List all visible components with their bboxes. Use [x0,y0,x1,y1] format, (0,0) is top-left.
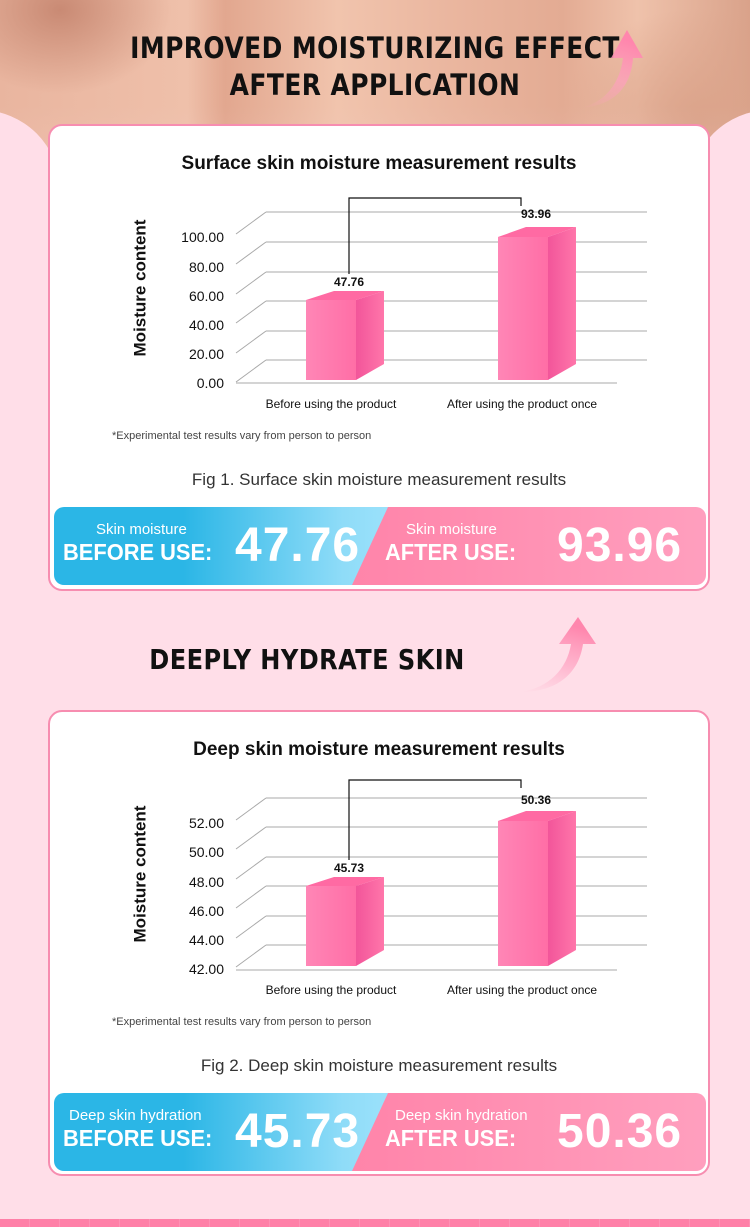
gridlines [235,211,647,384]
after-label-small: Skin moisture [406,521,497,538]
surface-moisture-chart: 0.00 20.00 40.00 60.00 80.00 100.00 47.7… [181,197,647,411]
deep-moisture-chart: 42.00 44.00 46.00 48.00 50.00 52.00 45.7… [189,779,647,997]
curved-up-arrow-icon [580,30,643,108]
surface-moisture-card: Surface skin moisture measurement result… [48,124,710,591]
y-tick: 50.00 [189,844,224,860]
y-tick: 44.00 [189,932,224,948]
before-value: 47.76 [235,519,361,572]
y-tick: 48.00 [189,874,224,890]
deep-moisture-card: Deep skin moisture measurement results M… [48,710,710,1176]
section1-headline-line2: AFTER APPLICATION [229,68,521,102]
disclaimer-note: *Experimental test results vary from per… [112,430,372,442]
value-label-before: 47.76 [334,275,364,289]
before-label: BEFORE USE: [63,1125,213,1151]
figure-caption: Fig 1. Surface skin moisture measurement… [191,470,567,489]
comparison-bracket [348,779,522,860]
y-tick: 100.00 [181,229,224,245]
y-tick: 80.00 [189,259,224,275]
bar-after [498,227,576,380]
chart-title: Deep skin moisture measurement results [193,739,565,760]
y-tick: 0.00 [197,375,224,391]
after-value: 93.96 [557,519,683,572]
x-category-label: After using the product once [447,397,597,411]
after-label: AFTER USE: [385,539,517,565]
curved-up-arrow-icon [520,617,596,692]
value-label-after: 50.36 [521,793,551,807]
after-value: 50.36 [557,1105,683,1158]
y-tick: 46.00 [189,903,224,919]
before-label-small: Deep skin hydration [69,1107,202,1124]
before-label-small: Skin moisture [96,521,187,538]
banner-before-panel [54,1093,394,1171]
after-label: AFTER USE: [385,1125,517,1151]
figure-caption: Fig 2. Deep skin moisture measurement re… [200,1056,558,1075]
before-value: 45.73 [235,1105,361,1158]
bar-before [306,291,384,380]
y-tick: 52.00 [189,815,224,831]
chart-title: Surface skin moisture measurement result… [181,153,577,174]
bottom-decorative-strip [0,1219,750,1227]
x-category-label: After using the product once [447,983,597,997]
x-category-label: Before using the product [266,397,397,411]
y-tick: 20.00 [189,346,224,362]
bar-after [498,811,576,966]
y-tick: 42.00 [189,961,224,977]
y-tick: 40.00 [189,317,224,333]
bar-before [306,877,384,966]
before-label: BEFORE USE: [63,539,213,565]
section1-headline-line1: IMPROVED MOISTURIZING EFFECT [130,31,620,65]
after-label-small: Deep skin hydration [395,1107,528,1124]
x-category-label: Before using the product [266,983,397,997]
value-label-after: 93.96 [521,207,551,221]
result-banner: Deep skin hydration BEFORE USE: 45.73 De… [54,1093,706,1171]
section1-headline: IMPROVED MOISTURIZING EFFECT AFTER APPLI… [53,30,698,104]
gridlines [235,797,647,971]
banner-before-panel [54,507,394,585]
y-tick: 60.00 [189,288,224,304]
disclaimer-note: *Experimental test results vary from per… [112,1016,372,1028]
banner-after-panel [352,1093,706,1171]
comparison-bracket [348,197,522,274]
result-banner: Skin moisture BEFORE USE: 47.76 Skin moi… [54,507,706,585]
value-label-before: 45.73 [334,861,364,875]
section2-headline: DEEPLY HYDRATE SKIN [149,643,465,676]
banner-after-panel [352,507,706,585]
